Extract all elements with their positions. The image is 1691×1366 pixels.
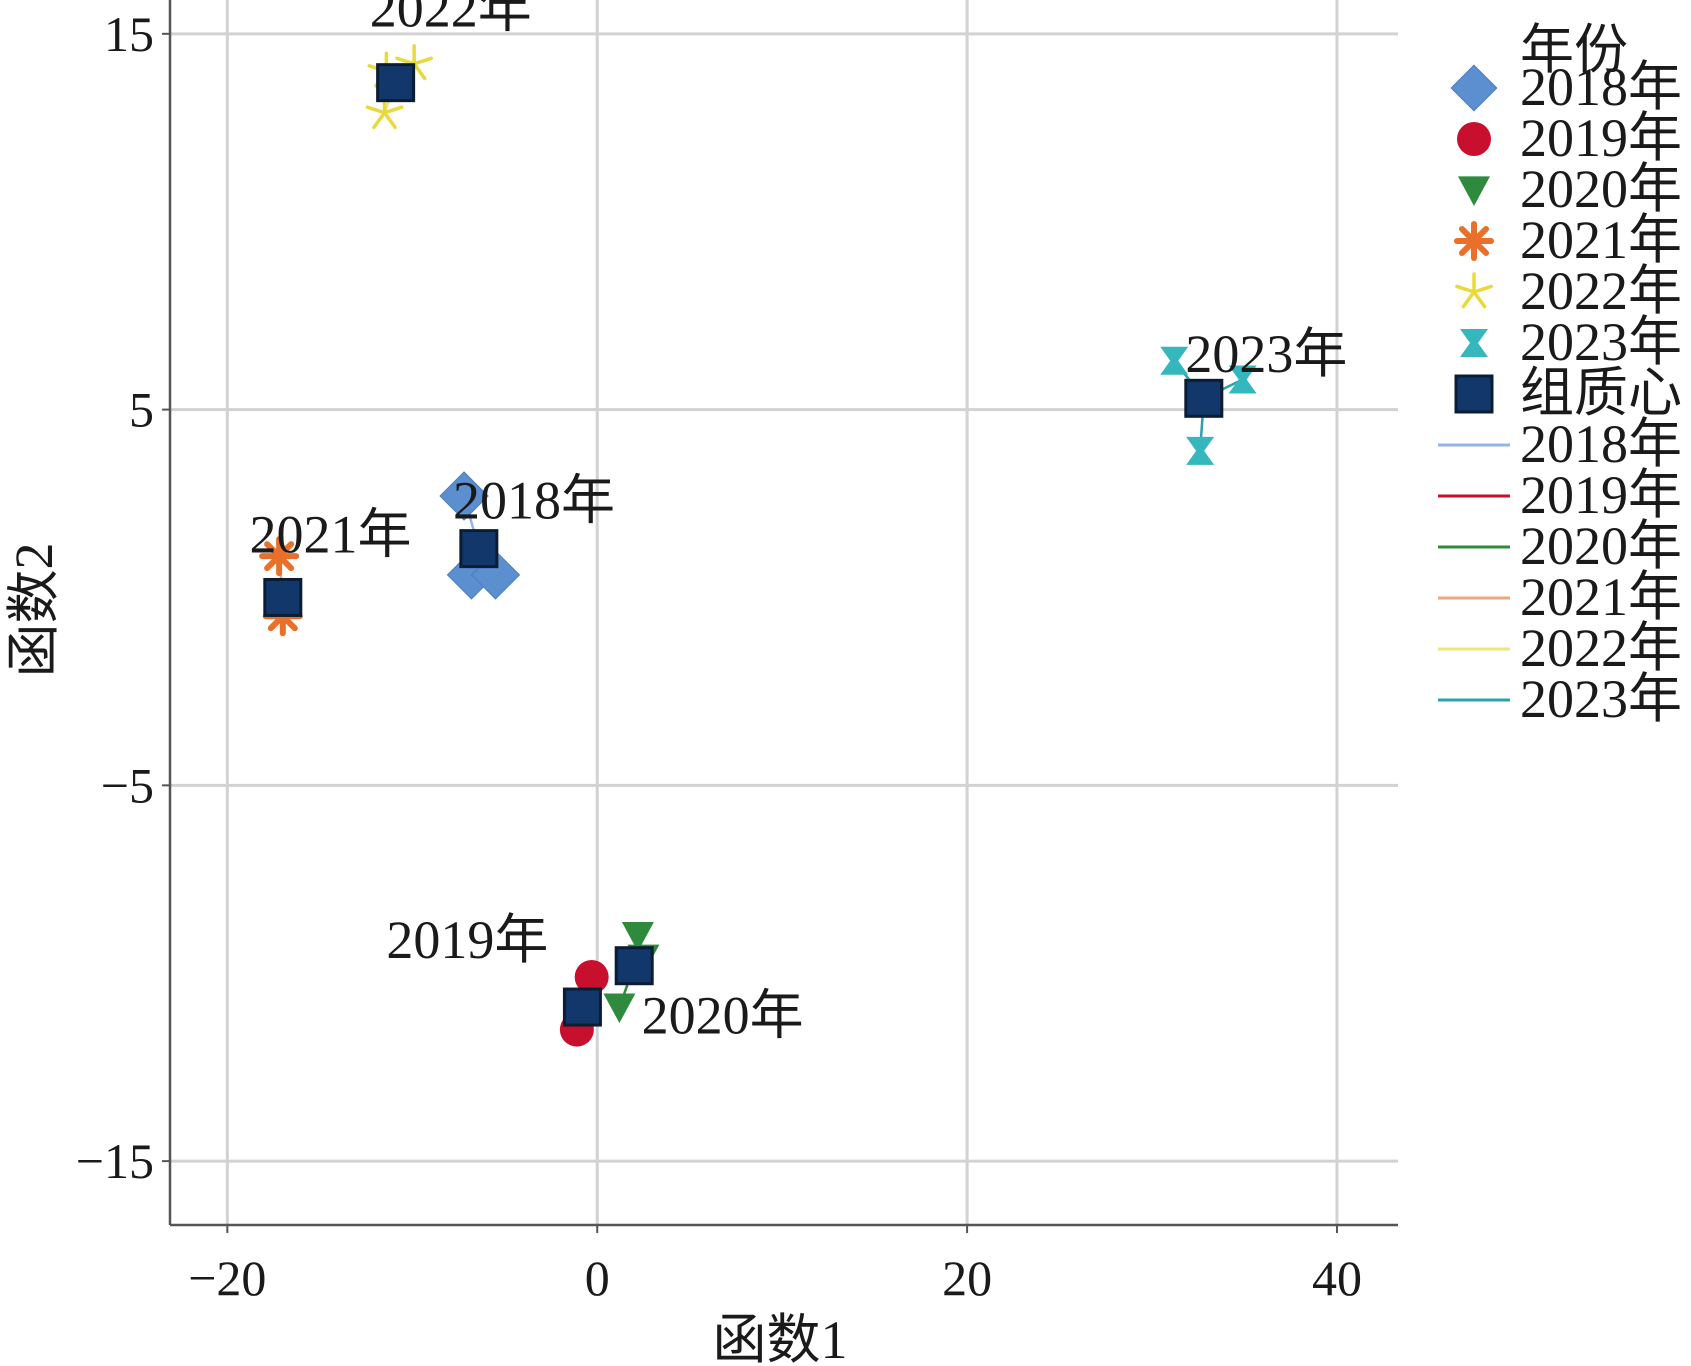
series-2018: [439, 471, 521, 600]
x-tick-label: 20: [942, 1250, 992, 1306]
legend-label: 2022年: [1520, 618, 1682, 678]
centroid-2023: [1184, 378, 1224, 418]
legend-label: 2019年: [1520, 108, 1682, 168]
legend-item-line-2023: 2023年: [1438, 669, 1682, 729]
legend-item-marker-2023: 2023年: [1460, 312, 1682, 372]
y-tick-label: −15: [76, 1133, 154, 1189]
legend-label: 2020年: [1520, 159, 1682, 219]
series-2020: [603, 922, 660, 1024]
data-point-2023: [1228, 365, 1257, 394]
legend-label: 2018年: [1520, 414, 1682, 474]
x-tick-label: −20: [188, 1250, 266, 1306]
x-axis-title: 函数1: [713, 1310, 848, 1366]
legend-label: 2021年: [1520, 567, 1682, 627]
legend-item-marker-2018: 2018年: [1450, 57, 1682, 117]
series-2019: [559, 959, 609, 1047]
legend-label: 组质心: [1520, 363, 1682, 423]
legend-label: 2021年: [1520, 210, 1682, 270]
cluster-labels: 2018年 2019年 2020年 2021年 2022年 2023年: [250, 0, 1348, 1045]
legend-item-centroid: 组质心: [1454, 363, 1682, 423]
y-tick-label: 15: [104, 6, 154, 62]
legend-label: 2020年: [1520, 516, 1682, 576]
legend-label: 2023年: [1520, 669, 1682, 729]
data-point-2018: [439, 471, 489, 521]
legend-item-line-2021: 2021年: [1438, 567, 1682, 627]
axes: [168, 0, 1398, 1227]
legend-swatch-2021: [1454, 221, 1494, 261]
cluster-label-2023: 2023年: [1185, 324, 1347, 384]
legend-item-line-2022: 2022年: [1438, 618, 1682, 678]
cluster-label-2021: 2021年: [250, 504, 412, 564]
legend-item-marker-2021: 2021年: [1454, 210, 1682, 270]
data-series: [259, 44, 1257, 1047]
series-2022: [365, 44, 433, 130]
data-point-2020: [621, 922, 654, 952]
legend-swatch-centroid: [1454, 374, 1494, 414]
series-2021: [259, 536, 303, 637]
legend-item-line-2019: 2019年: [1438, 465, 1682, 525]
legend-label: 2023年: [1520, 312, 1682, 372]
legend-swatch-2020: [1458, 176, 1490, 206]
data-point-2023: [1186, 436, 1215, 465]
data-point-2019: [574, 959, 609, 994]
legend-label: 2022年: [1520, 261, 1682, 321]
centroid-2019: [562, 987, 602, 1027]
legend-swatch-2022: [1455, 272, 1493, 309]
cluster-label-2018: 2018年: [453, 471, 615, 531]
data-point-2022: [365, 92, 404, 130]
data-point-2021: [259, 536, 300, 577]
legend-item-line-2018: 2018年: [1438, 414, 1682, 474]
x-tick-label: 40: [1312, 1250, 1362, 1306]
cluster-label-2022: 2022年: [370, 0, 532, 38]
y-axis-title: 函数2: [4, 543, 64, 678]
grid-lines: [170, 0, 1398, 1225]
legend-swatch-2019: [1457, 122, 1491, 156]
legend-item-marker-2022: 2022年: [1455, 261, 1682, 321]
cluster-label-2019: 2019年: [386, 910, 548, 970]
centroid-2018: [459, 529, 499, 569]
legend-swatch-2018: [1450, 64, 1498, 112]
data-point-2023: [1160, 346, 1189, 375]
y-tick-label: 5: [129, 382, 154, 438]
legend-title: 年份: [1520, 20, 1628, 80]
centroid-2021: [263, 577, 303, 617]
y-tick-label: −5: [101, 757, 154, 813]
data-point-2020: [603, 993, 636, 1024]
legend-label: 2018年: [1520, 57, 1682, 117]
legend: 年份 2018年2019年2020年2021年2022年2023年组质心2018…: [1438, 20, 1682, 729]
legend-label: 2019年: [1520, 465, 1682, 525]
x-tick-label: 0: [585, 1250, 610, 1306]
series-2023: [1160, 346, 1257, 465]
cluster-label-2020: 2020年: [642, 985, 804, 1045]
centroid-2022: [376, 63, 416, 103]
legend-swatch-2023: [1460, 329, 1488, 357]
centroid-2020: [614, 946, 654, 986]
legend-item-line-2020: 2020年: [1438, 516, 1682, 576]
legend-item-marker-2019: 2019年: [1457, 108, 1682, 168]
legend-item-marker-2020: 2020年: [1458, 159, 1682, 219]
tick-labels: −20 0 20 40 −15 −5 5 15: [76, 6, 1362, 1306]
